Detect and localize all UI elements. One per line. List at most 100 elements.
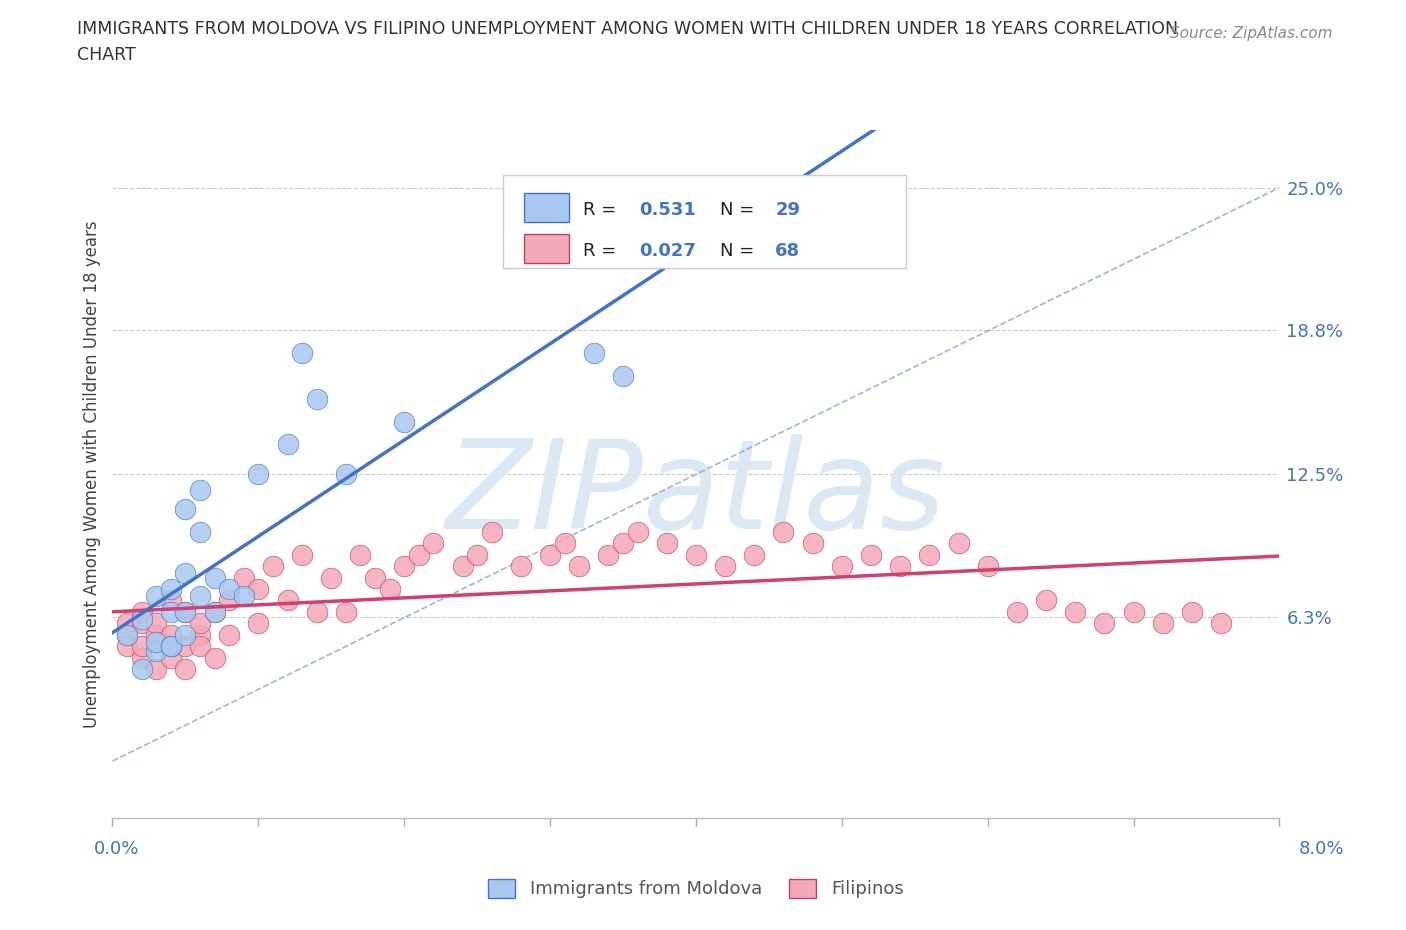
Point bbox=[174, 565, 197, 580]
Point bbox=[918, 547, 941, 562]
Point bbox=[131, 604, 153, 619]
Point bbox=[188, 589, 211, 604]
Point bbox=[598, 547, 620, 562]
Point bbox=[160, 581, 183, 596]
Point bbox=[247, 467, 270, 482]
Point bbox=[714, 559, 737, 574]
Point bbox=[204, 650, 226, 665]
Point bbox=[131, 650, 153, 665]
Point bbox=[160, 604, 183, 619]
Point bbox=[160, 650, 183, 665]
Point bbox=[160, 639, 183, 654]
Text: N =: N = bbox=[720, 242, 761, 260]
Text: 8.0%: 8.0% bbox=[1299, 840, 1344, 857]
Point bbox=[948, 536, 970, 551]
Point bbox=[204, 570, 226, 585]
Point bbox=[160, 639, 183, 654]
Point bbox=[115, 628, 138, 643]
Point bbox=[232, 570, 254, 585]
Point bbox=[291, 547, 314, 562]
FancyBboxPatch shape bbox=[503, 175, 905, 268]
Point bbox=[685, 547, 707, 562]
Point bbox=[276, 437, 298, 452]
Point bbox=[174, 639, 197, 654]
Text: 0.0%: 0.0% bbox=[94, 840, 139, 857]
Point bbox=[1064, 604, 1087, 619]
Point bbox=[1122, 604, 1144, 619]
Legend: Immigrants from Moldova, Filipinos: Immigrants from Moldova, Filipinos bbox=[481, 871, 911, 906]
Point bbox=[174, 662, 197, 677]
Point bbox=[262, 559, 284, 574]
Point bbox=[145, 616, 167, 631]
Point bbox=[392, 414, 416, 429]
Point bbox=[364, 570, 387, 585]
Text: 0.027: 0.027 bbox=[638, 242, 696, 260]
Point bbox=[291, 345, 314, 360]
Point bbox=[612, 368, 634, 383]
Text: R =: R = bbox=[582, 242, 621, 260]
Point bbox=[976, 559, 998, 574]
Text: R =: R = bbox=[582, 201, 621, 219]
Point bbox=[276, 593, 298, 608]
Point bbox=[145, 662, 167, 677]
Point bbox=[481, 525, 503, 539]
Text: 29: 29 bbox=[775, 201, 800, 219]
Point bbox=[612, 536, 634, 551]
Point bbox=[188, 483, 211, 498]
Point bbox=[1035, 593, 1057, 608]
Point bbox=[204, 604, 226, 619]
Point bbox=[408, 547, 430, 562]
Point bbox=[174, 628, 197, 643]
Point bbox=[145, 634, 167, 649]
Point bbox=[131, 611, 153, 626]
Point bbox=[218, 593, 240, 608]
Point bbox=[392, 559, 416, 574]
Point bbox=[305, 604, 328, 619]
Text: 68: 68 bbox=[775, 242, 800, 260]
Point bbox=[247, 616, 270, 631]
Point bbox=[889, 559, 911, 574]
Point bbox=[1181, 604, 1204, 619]
Y-axis label: Unemployment Among Women with Children Under 18 years: Unemployment Among Women with Children U… bbox=[83, 220, 101, 728]
Point bbox=[218, 581, 240, 596]
Point bbox=[422, 536, 444, 551]
Point bbox=[188, 616, 211, 631]
Point bbox=[174, 604, 197, 619]
Point bbox=[131, 616, 153, 631]
Point bbox=[538, 547, 561, 562]
Point bbox=[568, 559, 591, 574]
Point bbox=[131, 639, 153, 654]
Point bbox=[1209, 616, 1232, 631]
Point bbox=[321, 570, 343, 585]
Point bbox=[772, 525, 794, 539]
Point bbox=[115, 639, 138, 654]
Point bbox=[742, 547, 765, 562]
Point bbox=[247, 581, 270, 596]
Point bbox=[204, 604, 226, 619]
Point bbox=[349, 547, 371, 562]
Point bbox=[1005, 604, 1028, 619]
Point bbox=[801, 536, 824, 551]
Point bbox=[378, 581, 401, 596]
Point bbox=[451, 559, 474, 574]
Point bbox=[831, 559, 853, 574]
Point bbox=[859, 547, 883, 562]
Point bbox=[188, 525, 211, 539]
Point bbox=[335, 467, 357, 482]
Text: Source: ZipAtlas.com: Source: ZipAtlas.com bbox=[1170, 26, 1333, 41]
Point bbox=[174, 501, 197, 516]
Point bbox=[188, 628, 211, 643]
Point bbox=[465, 547, 488, 562]
Point bbox=[232, 589, 254, 604]
Point bbox=[655, 536, 678, 551]
Point bbox=[160, 628, 183, 643]
Point bbox=[626, 525, 648, 539]
Point bbox=[509, 559, 531, 574]
Point bbox=[335, 604, 357, 619]
Point bbox=[145, 589, 167, 604]
Text: CHART: CHART bbox=[77, 46, 136, 64]
Point bbox=[145, 644, 167, 658]
Point bbox=[218, 628, 240, 643]
FancyBboxPatch shape bbox=[524, 233, 569, 262]
Text: 0.531: 0.531 bbox=[638, 201, 696, 219]
